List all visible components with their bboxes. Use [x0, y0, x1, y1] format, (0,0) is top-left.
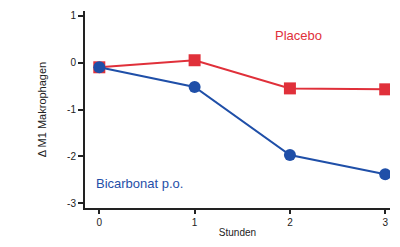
svg-text:Stunden: Stunden [219, 227, 256, 238]
svg-text:0: 0 [97, 217, 103, 228]
svg-text:Δ M1 Makrophagen: Δ M1 Makrophagen [36, 62, 48, 157]
svg-text:-1: -1 [67, 104, 76, 115]
svg-text:-2: -2 [67, 151, 76, 162]
svg-text:3: 3 [382, 217, 388, 228]
svg-text:2: 2 [287, 217, 293, 228]
svg-text:0: 0 [70, 57, 76, 68]
svg-text:1: 1 [192, 217, 198, 228]
svg-text:-3: -3 [67, 198, 76, 209]
svg-text:1: 1 [70, 10, 76, 21]
svg-text:Bicarbonat p.o.: Bicarbonat p.o. [96, 176, 183, 191]
svg-text:Placebo: Placebo [275, 28, 322, 43]
